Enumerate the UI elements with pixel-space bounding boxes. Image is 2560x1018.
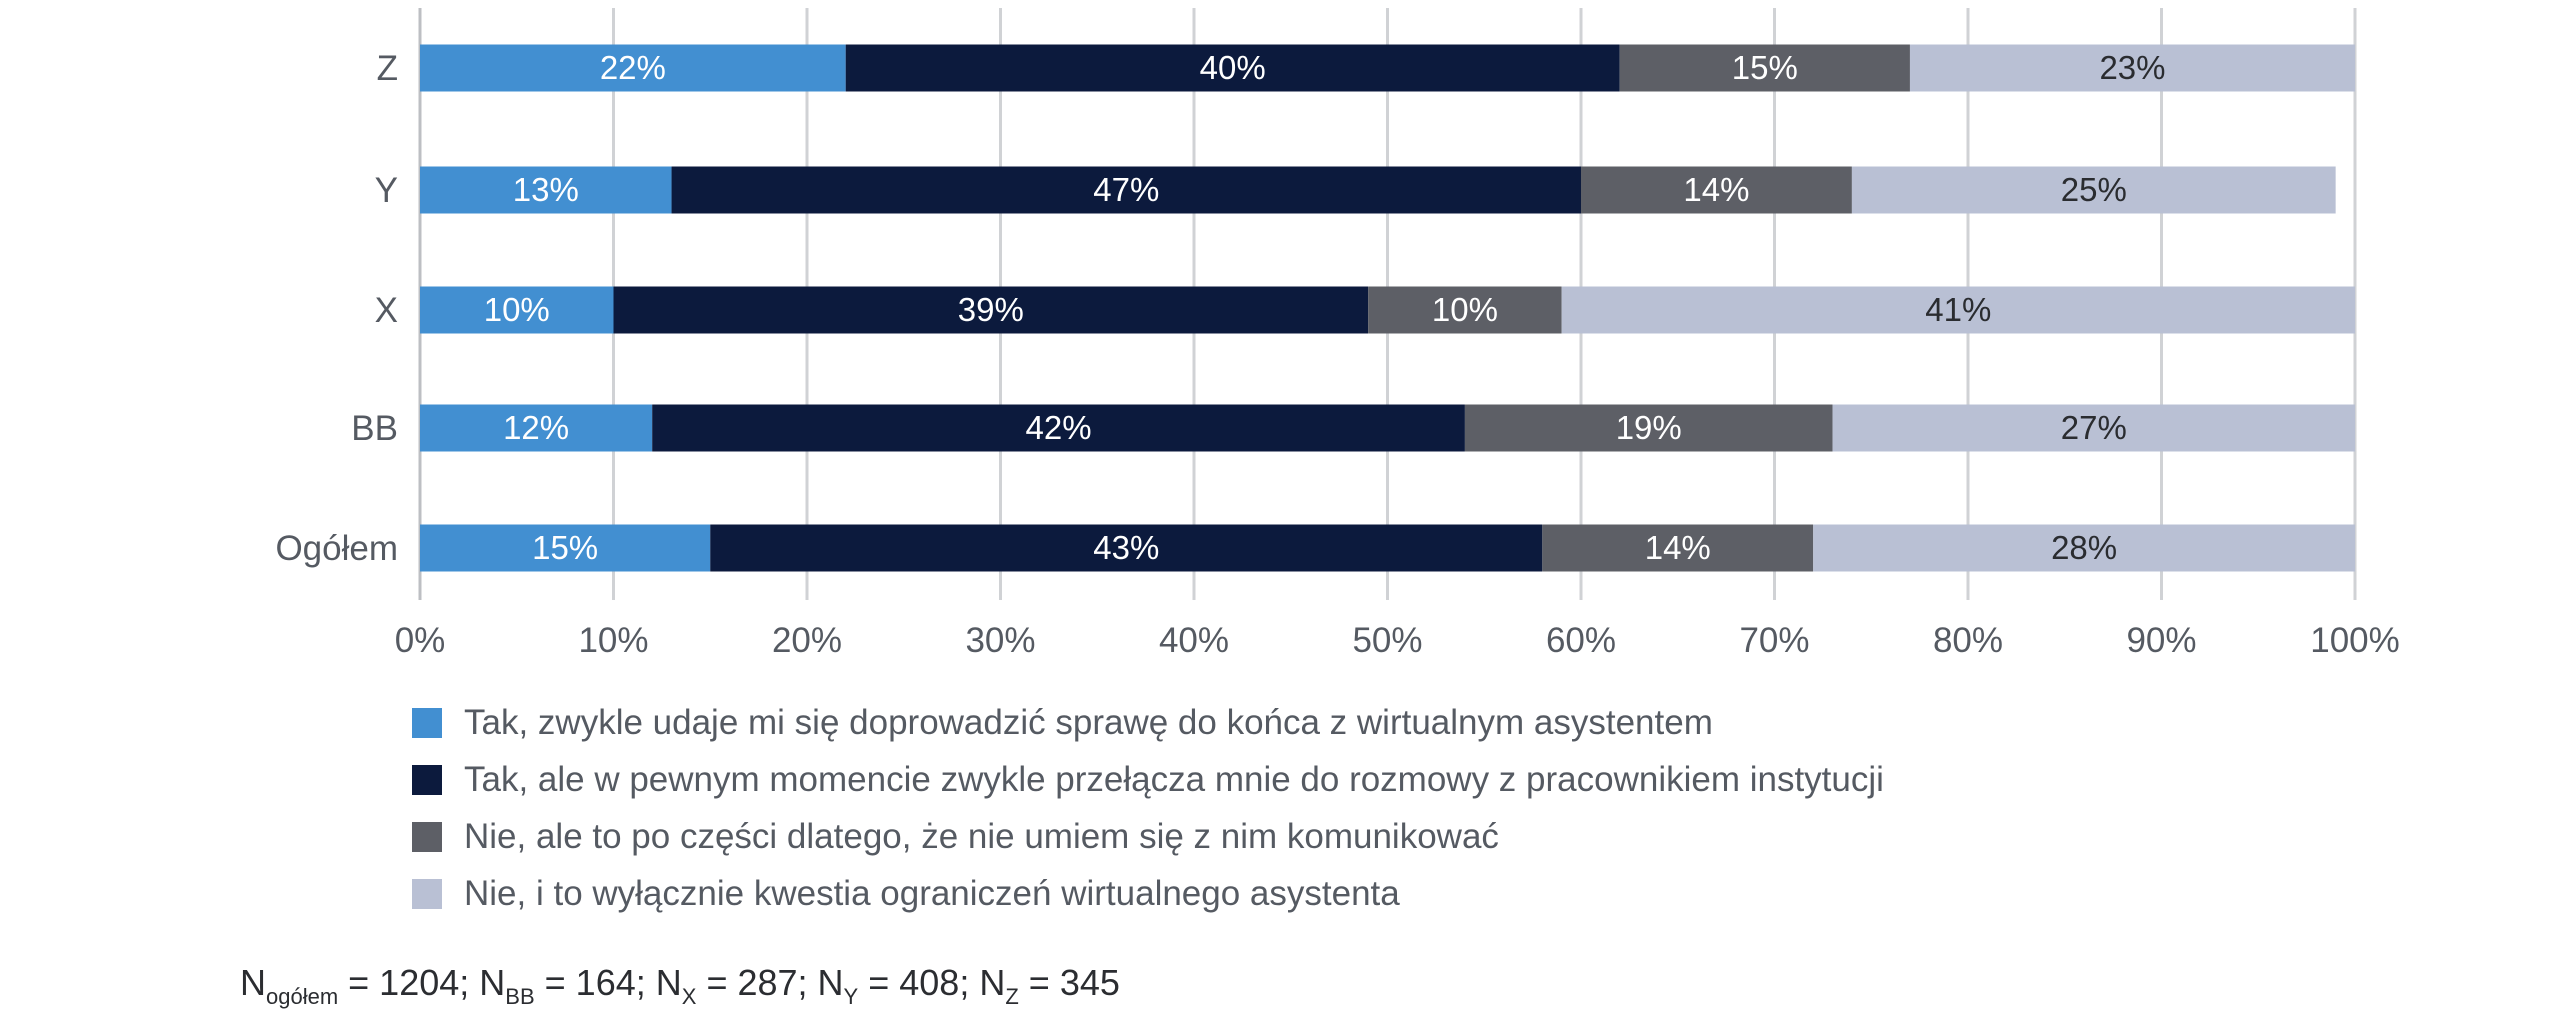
footnote-subscript: X xyxy=(681,984,697,1009)
x-tick-label: 90% xyxy=(2126,621,2196,660)
legend-item: Nie, i to wyłącznie kwestia ograniczeń w… xyxy=(412,865,1884,922)
bar-value-label: 25% xyxy=(2061,171,2127,208)
footnote-subscript: ogółem xyxy=(266,984,339,1009)
category-label: Z xyxy=(377,49,398,88)
bar-value-label: 28% xyxy=(2051,529,2117,566)
bar-labels: 22% 40% 15% 23% 13% 47% 14% 25% 10% 39% 10% 41% 12% 4… xyxy=(484,49,2166,566)
footnote-value: = 1204; xyxy=(338,962,480,1003)
bar-value-label: 12% xyxy=(503,409,569,446)
x-tick-label: 80% xyxy=(1933,621,2003,660)
bar-value-label: 40% xyxy=(1200,49,1266,86)
footnote-symbol: N xyxy=(817,962,844,1003)
legend-swatch xyxy=(412,764,442,795)
legend: Tak, zwykle udaje mi się doprowadzić spr… xyxy=(412,694,1884,922)
legend-item: Tak, zwykle udaje mi się doprowadzić spr… xyxy=(412,694,1884,751)
bar-segment xyxy=(1813,524,2355,572)
category-label: X xyxy=(375,291,398,330)
x-tick-label: 30% xyxy=(965,621,1035,660)
legend-item: Nie, ale to po części dlatego, że nie um… xyxy=(412,808,1884,865)
legend-label: Nie, ale to po części dlatego, że nie um… xyxy=(464,816,1499,856)
bar-segment xyxy=(1368,286,1562,334)
bar-segment xyxy=(671,166,1581,214)
bar-value-label: 39% xyxy=(958,291,1024,328)
footnote-value: = 164; xyxy=(534,962,656,1003)
bar-value-label: 10% xyxy=(484,291,550,328)
footnote-value: = 345 xyxy=(1018,962,1120,1003)
footnote-symbol: N xyxy=(479,962,506,1003)
value-axis: 0% 10% 20% 30% 40% 50% 60% 70% 80% 90% 100% xyxy=(395,621,2400,660)
bar-value-label: 27% xyxy=(2061,409,2127,446)
legend-label: Tak, zwykle udaje mi się doprowadzić spr… xyxy=(464,702,1713,742)
bar-segment xyxy=(420,524,711,572)
category-label: Ogółem xyxy=(275,529,398,568)
bar-segment xyxy=(420,286,614,334)
bar-value-label: 14% xyxy=(1645,529,1711,566)
bar-value-label: 47% xyxy=(1093,171,1159,208)
bar-segment xyxy=(1542,524,1814,572)
bar-segment xyxy=(1909,44,2355,92)
stacked-bar-chart: 22% 40% 15% 23% 13% 47% 14% 25% 10% 39% 10% 41% 12% 4… xyxy=(275,8,2400,660)
footnote-value: = 287; xyxy=(696,962,818,1003)
bar-segment xyxy=(1619,44,1910,92)
bar-segment xyxy=(652,404,1465,452)
x-tick-label: 70% xyxy=(1739,621,1809,660)
bars xyxy=(420,44,2355,572)
bar-value-label: 19% xyxy=(1616,409,1682,446)
bar-value-label: 23% xyxy=(2099,49,2165,86)
x-tick-label: 0% xyxy=(395,621,446,660)
x-tick-label: 60% xyxy=(1546,621,1616,660)
bar-segment xyxy=(420,44,846,92)
bar-value-label: 10% xyxy=(1432,291,1498,328)
footnote-symbol: N xyxy=(240,962,266,1003)
footnote-subscript: Y xyxy=(843,984,859,1009)
legend-swatch xyxy=(412,878,442,909)
footnote-part: NZ = 345 xyxy=(979,962,1120,1009)
category-label: BB xyxy=(351,409,398,448)
bar-segment xyxy=(845,44,1620,92)
legend-label: Nie, i to wyłącznie kwestia ograniczeń w… xyxy=(464,873,1400,913)
category-axis: Z Y X BB Ogółem xyxy=(275,49,398,568)
footnote-subscript: Z xyxy=(1005,984,1019,1009)
bar-value-label: 22% xyxy=(600,49,666,86)
bar-segment xyxy=(613,286,1369,334)
bar-segment xyxy=(420,404,653,452)
bar-segment xyxy=(1464,404,1833,452)
x-tick-label: 10% xyxy=(578,621,648,660)
bar-segment xyxy=(420,166,672,214)
x-tick-label: 50% xyxy=(1352,621,1422,660)
bar-value-label: 42% xyxy=(1026,409,1092,446)
bar-value-label: 15% xyxy=(532,529,598,566)
footnote-part: NY = 408; xyxy=(817,962,980,1009)
category-label: Y xyxy=(375,171,398,210)
bar-segment xyxy=(710,524,1543,572)
footnote-part: NX = 287; xyxy=(655,962,818,1009)
bar-value-label: 15% xyxy=(1732,49,1798,86)
x-tick-label: 40% xyxy=(1159,621,1229,660)
bar-value-label: 43% xyxy=(1093,529,1159,566)
legend-item: Tak, ale w pewnym momencie zwykle przełą… xyxy=(412,751,1884,808)
bar-value-label: 14% xyxy=(1683,171,1749,208)
legend-label: Tak, ale w pewnym momencie zwykle przełą… xyxy=(464,759,1884,799)
footnote-part: NBB = 164; xyxy=(479,962,656,1009)
x-tick-label: 100% xyxy=(2310,621,2400,660)
bar-segment xyxy=(1581,166,1852,214)
legend-swatch xyxy=(412,821,442,852)
bar-value-label: 41% xyxy=(1925,291,1991,328)
bar-segment xyxy=(1561,286,2355,334)
bar-value-label: 13% xyxy=(513,171,579,208)
x-tick-label: 20% xyxy=(772,621,842,660)
bar-segment xyxy=(1851,166,2336,214)
bar-segment xyxy=(1832,404,2355,452)
legend-swatch xyxy=(412,707,442,738)
footnote-symbol: N xyxy=(979,962,1006,1003)
footnote-symbol: N xyxy=(655,962,682,1003)
sample-size-footnote: Nogółem = 1204; NBB = 164; NX = 287; NY … xyxy=(240,962,1120,1010)
footnote-value: = 408; xyxy=(858,962,980,1003)
footnote-subscript: BB xyxy=(505,984,535,1009)
footnote-part: Nogółem = 1204; xyxy=(240,962,480,1009)
